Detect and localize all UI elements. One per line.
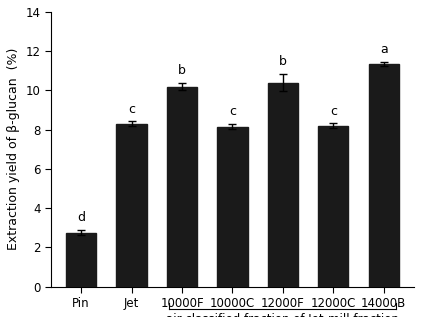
Text: a: a bbox=[380, 43, 388, 56]
Text: d: d bbox=[77, 211, 85, 224]
Text: c: c bbox=[229, 106, 236, 119]
Bar bbox=[167, 87, 197, 287]
Text: air classified fraction of Jet-mill fraction: air classified fraction of Jet-mill frac… bbox=[166, 313, 400, 317]
Bar bbox=[117, 124, 147, 287]
Bar bbox=[217, 127, 248, 287]
Text: b: b bbox=[279, 55, 287, 68]
Text: b: b bbox=[178, 64, 186, 77]
Text: c: c bbox=[128, 102, 135, 115]
Bar bbox=[66, 233, 96, 287]
Y-axis label: Extraction yield of β-glucan  (%): Extraction yield of β-glucan (%) bbox=[7, 48, 20, 250]
Bar bbox=[318, 126, 349, 287]
Bar bbox=[268, 83, 298, 287]
Text: c: c bbox=[330, 105, 337, 118]
Bar bbox=[369, 64, 399, 287]
